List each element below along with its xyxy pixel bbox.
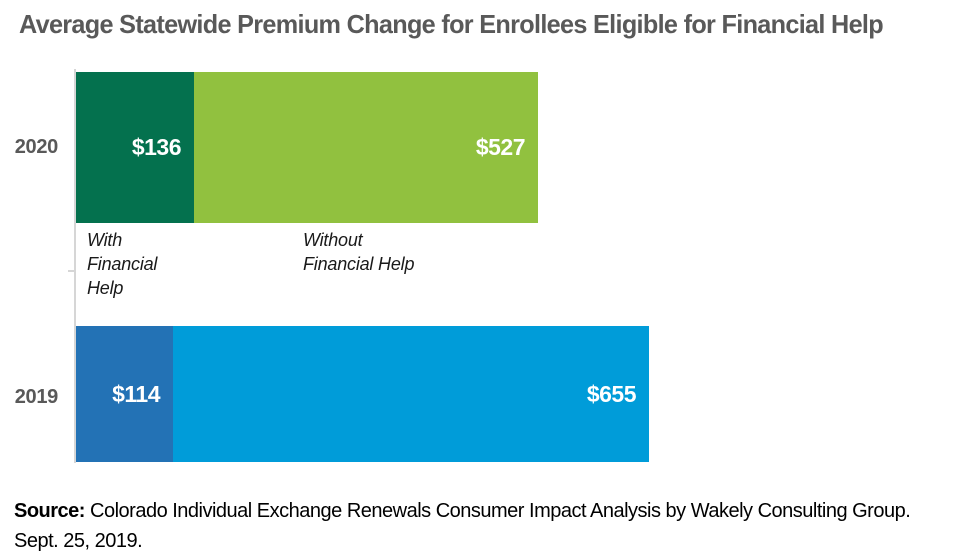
annotation-with-financial-help: With Financial Help	[87, 230, 158, 298]
y-axis-line	[74, 69, 76, 463]
source-date: Sept. 25, 2019.	[14, 530, 143, 552]
source-text: Colorado Individual Exchange Renewals Co…	[84, 500, 911, 522]
bar-2020: $136 $527	[76, 72, 538, 223]
bar-segment-2019-with-financial-help: $114	[76, 326, 173, 462]
annotation-without-financial-help: Without Financial Help	[303, 230, 415, 274]
source-prefix: Source:	[14, 500, 85, 522]
bar-segment-2020-with-financial-help: $136	[76, 72, 194, 223]
y-axis-tick	[68, 270, 74, 272]
value-label-2020-with: $136	[131, 134, 182, 160]
category-label-2019: 2019	[14, 386, 59, 408]
value-label-2019-with: $114	[112, 380, 160, 407]
category-label-2020: 2020	[14, 136, 59, 158]
value-label-2020-without: $527	[475, 134, 526, 160]
bar-segment-2020-without-financial-help: $527	[194, 72, 538, 223]
source-note: Source: Colorado Individual Exchange Ren…	[14, 496, 959, 556]
value-label-2019-without: $655	[586, 380, 637, 407]
bar-2019: $114 $655	[76, 326, 649, 462]
chart-title: Average Statewide Premium Change for Enr…	[19, 9, 884, 39]
bar-segment-2019-without-financial-help: $655	[173, 326, 649, 462]
